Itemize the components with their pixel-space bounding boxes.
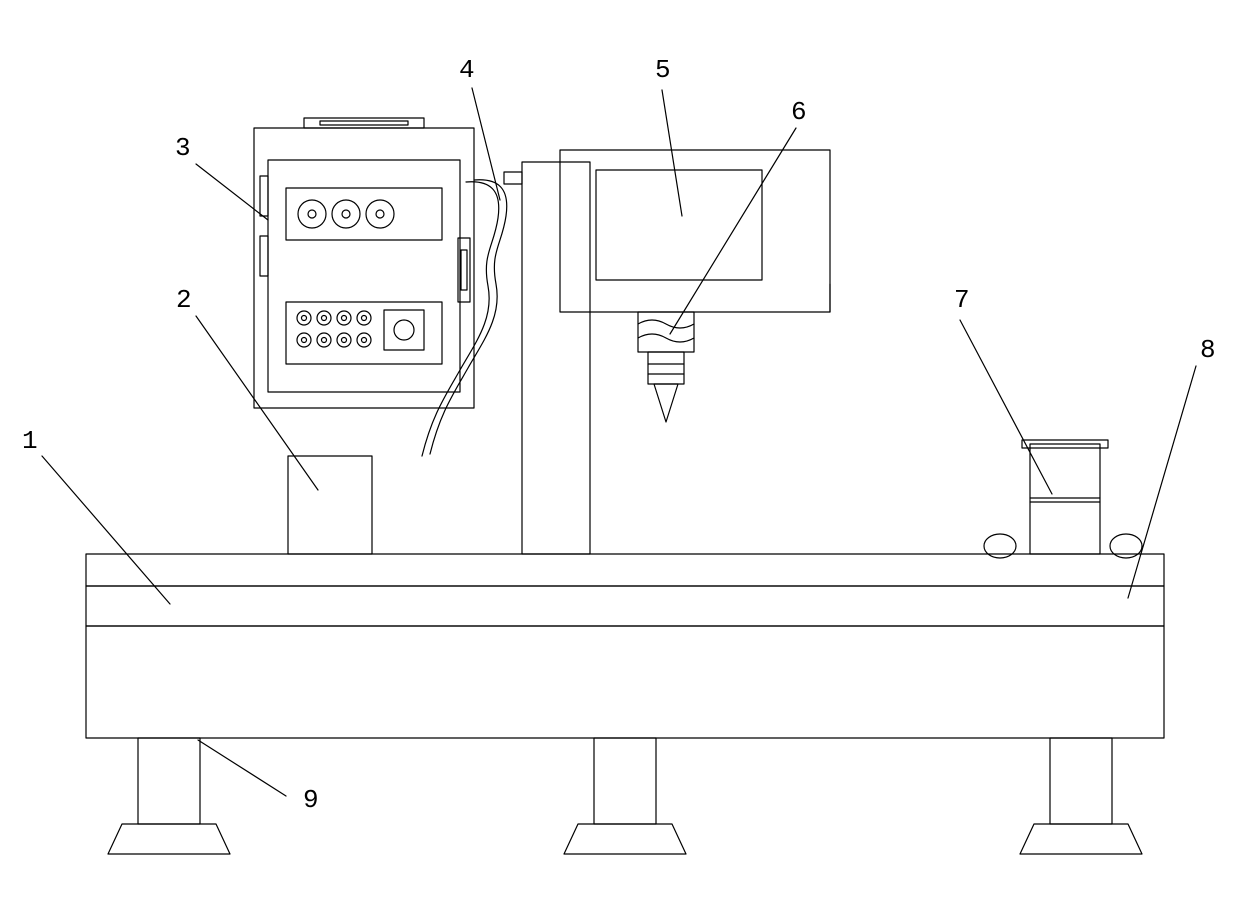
base-top-strip [86,554,1164,586]
foot-post-1 [594,738,656,824]
machine-column [522,162,590,554]
control-box [254,128,474,408]
cable-connector [504,172,522,184]
leader-l7 [960,320,1052,494]
control-box-handle [304,118,424,128]
label-l3: 3 [175,133,191,163]
switch [384,310,424,350]
spindle-neck [638,312,694,352]
label-l5: 5 [655,55,671,85]
base-mid-band [86,586,1164,626]
leader-l1 [42,456,170,604]
hinge-1 [260,236,268,276]
foot-post-2 [1050,738,1112,824]
label-l7: 7 [954,285,970,315]
leader-l8 [1128,366,1196,598]
leader-l5 [662,90,682,216]
leader-l9 [198,740,286,796]
machine-head [560,150,830,312]
label-l6: 6 [791,97,807,127]
control-box-door [268,160,460,392]
label-l8: 8 [1200,335,1216,365]
pedestal [288,456,372,554]
foot-pad-0 [108,824,230,854]
hinge-0 [260,176,268,216]
dial-panel [286,188,442,240]
leader-l4 [472,88,500,200]
foot-pad-1 [564,824,686,854]
label-l4: 4 [459,55,475,85]
label-l2: 2 [176,285,192,315]
spindle-tip [654,384,678,422]
label-l1: 1 [22,426,38,456]
base-bottom-block [86,626,1164,738]
leader-l2 [196,316,318,490]
spindle-mid [648,352,684,384]
foot-pad-2 [1020,824,1142,854]
leader-l6 [670,128,796,334]
foot-post-0 [138,738,200,824]
technical-drawing: 1 2 3 4 5 6 7 8 9 [0,0,1240,897]
label-l9: 9 [303,785,319,815]
container [1030,444,1100,554]
leader-l3 [196,164,268,220]
